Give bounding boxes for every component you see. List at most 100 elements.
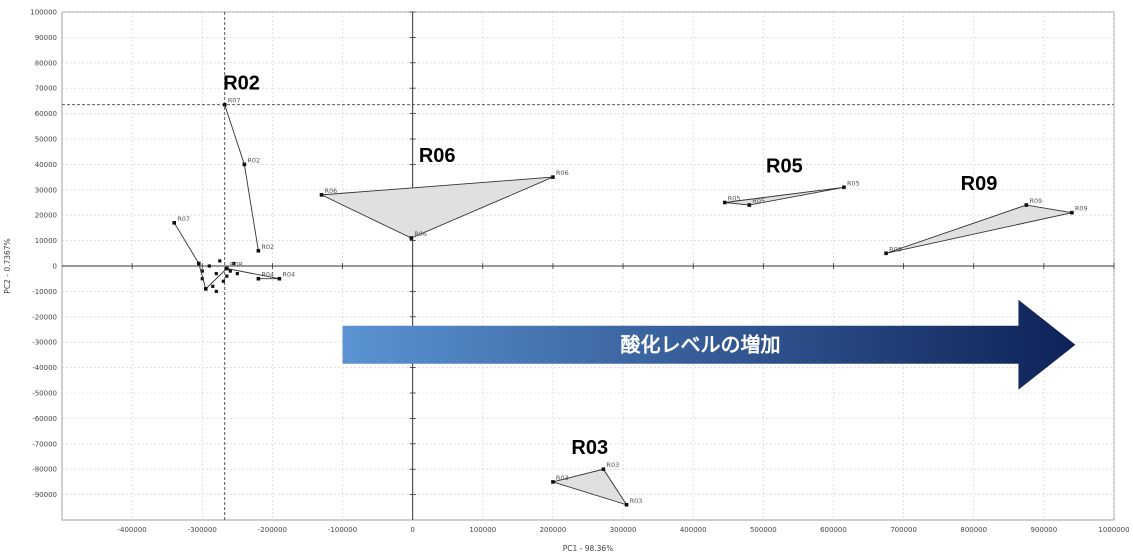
data-point xyxy=(1070,210,1074,215)
group-label: R06 xyxy=(419,145,456,167)
group-hull xyxy=(319,176,554,239)
cluster-point xyxy=(211,284,215,288)
x-tick-label: 300000 xyxy=(610,526,637,534)
x-tick-label: -100000 xyxy=(328,526,357,534)
data-point xyxy=(203,287,208,291)
data-point xyxy=(196,261,201,266)
x-tick-label: 500000 xyxy=(750,526,777,534)
y-tick-label: 10000 xyxy=(35,237,57,245)
y-tick-label: -60000 xyxy=(32,415,57,423)
point-label: R03 xyxy=(630,497,643,505)
cluster-point xyxy=(225,274,229,278)
y-tick-label: -90000 xyxy=(32,491,57,499)
y-tick-label: 60000 xyxy=(35,110,57,118)
x-tick-label: 0 xyxy=(410,526,414,534)
cluster-point xyxy=(200,277,204,281)
y-tick-label: 0 xyxy=(53,263,57,271)
x-tick-label: 700000 xyxy=(890,526,917,534)
data-point xyxy=(256,276,261,281)
group-hull xyxy=(724,186,845,206)
point-label: R04 xyxy=(261,271,274,279)
point-label: R04 xyxy=(282,271,295,279)
x-tick-label: 1000000 xyxy=(1098,526,1129,534)
x-tick-label: 900000 xyxy=(1030,526,1057,534)
y-axis-title: PC2 - 0.7367% xyxy=(3,238,12,293)
y-tick-label: 20000 xyxy=(35,212,57,220)
y-tick-label: -70000 xyxy=(32,440,57,448)
y-tick-label: 30000 xyxy=(35,186,57,194)
data-point xyxy=(225,266,229,271)
y-tick-label: -80000 xyxy=(32,466,57,474)
y-tick-label: 40000 xyxy=(35,161,57,169)
point-label: R03 xyxy=(556,474,569,482)
x-tick-label: 100000 xyxy=(469,526,496,534)
cluster-point xyxy=(214,272,218,276)
x-axis-title: PC1 - 98.36% xyxy=(563,544,614,553)
group-hull xyxy=(551,468,628,506)
y-tick-label: 90000 xyxy=(35,34,57,42)
data-point xyxy=(551,175,555,179)
cluster-point xyxy=(214,289,218,293)
data-point xyxy=(722,200,727,205)
group-label: R02 xyxy=(223,73,260,95)
crosshair xyxy=(62,12,1114,520)
point-label: R09 xyxy=(889,245,902,253)
y-tick-label: 100000 xyxy=(30,9,57,17)
cluster-point xyxy=(207,264,211,268)
point-label: R09 xyxy=(1029,197,1042,205)
x-tick-label: -300000 xyxy=(188,526,217,534)
group-hull xyxy=(885,204,1073,254)
cluster-point xyxy=(200,269,204,273)
x-tick-label: 600000 xyxy=(820,526,847,534)
y-tick-label: -30000 xyxy=(32,339,57,347)
point-label: R08 xyxy=(230,261,243,269)
cluster-point xyxy=(221,279,225,283)
group-label: R05 xyxy=(766,155,803,177)
point-label: R05 xyxy=(847,179,860,187)
point-label: R05 xyxy=(752,197,765,205)
cluster-point xyxy=(218,259,222,263)
data-point xyxy=(1024,203,1029,207)
data-point xyxy=(747,203,752,207)
groups: R07 R02 R02 R02 R06 R06 R06 R06 R05 R05 R05 R05 R09 R… xyxy=(172,73,1088,507)
y-tick-label: -50000 xyxy=(32,390,57,398)
data-point xyxy=(884,251,888,256)
data-point xyxy=(624,502,629,507)
group-label: R09 xyxy=(961,173,998,195)
x-tick-label: -400000 xyxy=(118,526,147,534)
y-tick-label: -40000 xyxy=(32,364,57,372)
x-tick-label: 200000 xyxy=(540,526,567,534)
point-label: R02 xyxy=(247,156,260,164)
data-point xyxy=(319,193,324,197)
y-tick-label: 70000 xyxy=(35,85,57,93)
point-label: R03 xyxy=(606,461,619,469)
data-point xyxy=(222,102,227,107)
y-tick-label: 80000 xyxy=(35,59,57,67)
cluster-point xyxy=(228,269,232,273)
y-tick-label: -20000 xyxy=(32,313,57,321)
group-path xyxy=(173,222,280,290)
point-label: R07 xyxy=(228,97,241,105)
arrow-shape xyxy=(342,299,1076,390)
cluster-point xyxy=(235,272,239,276)
data-point xyxy=(842,185,846,190)
cluster-point xyxy=(232,261,236,266)
x-tick-label: 800000 xyxy=(960,526,987,534)
axes xyxy=(62,11,1115,520)
data-point xyxy=(277,276,282,281)
point-label: R07 xyxy=(177,215,190,223)
data-point xyxy=(601,467,606,471)
x-tick-label: -200000 xyxy=(258,526,287,534)
data-point xyxy=(242,162,247,167)
point-label: R02 xyxy=(261,243,274,251)
group-label: R03 xyxy=(571,437,608,459)
point-label: R09 xyxy=(1075,205,1088,213)
point-label: R06 xyxy=(556,169,569,177)
data-point xyxy=(551,480,555,484)
arrow-label: 酸化レベルの増加 xyxy=(620,333,780,357)
point-label: R06 xyxy=(324,187,337,195)
tick-labels: -400000 -300000 -200000 -100000 0 100000 20000… xyxy=(30,9,1129,535)
data-point xyxy=(256,248,261,253)
x-tick-label: 400000 xyxy=(680,526,707,534)
